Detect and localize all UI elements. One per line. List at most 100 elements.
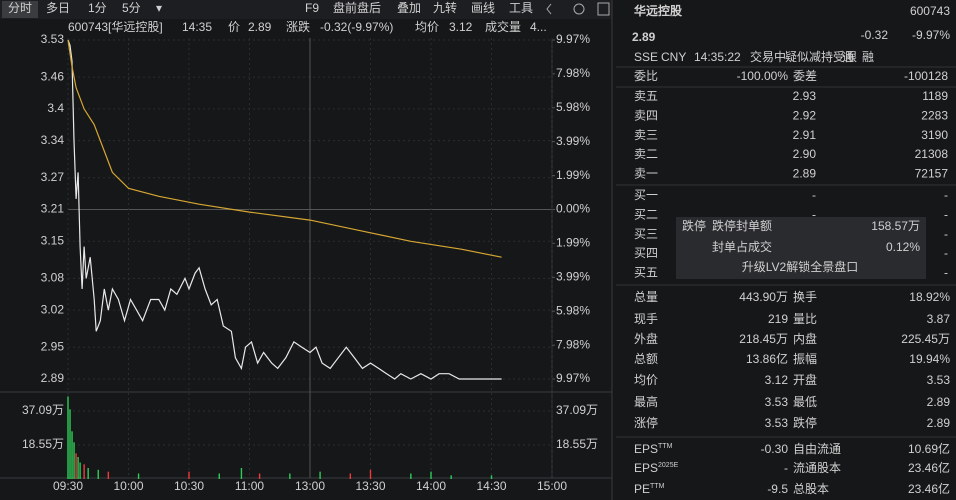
order-volume: - (944, 188, 948, 202)
stat-value: 3.53 (927, 373, 951, 387)
y-tick-label: 3.02 (41, 302, 65, 316)
order-volume: 1189 (922, 89, 948, 103)
order-price: 2.92 (793, 108, 817, 122)
stat-value: 3.12 (765, 373, 789, 387)
info-change: -0.32(-9.97%) (320, 20, 393, 34)
order-price: - (812, 207, 816, 221)
stat-label: 现手 (634, 312, 658, 326)
volume-bar (490, 475, 493, 479)
volume-bar (450, 475, 452, 479)
volume-bar (137, 473, 140, 479)
volume-tick-label: 37.09万 (556, 403, 598, 417)
settings-icon[interactable] (573, 3, 585, 15)
x-tick-label: 14:30 (476, 479, 506, 493)
price-change: -0.32 (861, 28, 889, 42)
meta-tag: SSE (634, 50, 658, 64)
y-tick-label: 2.95 (41, 339, 65, 353)
y2-tick-label: 7.98% (556, 66, 590, 80)
y2-tick-label: 9.97% (556, 371, 590, 385)
info-volume-label: 成交量 (485, 19, 521, 34)
limit-label: 封单占成交 (712, 239, 772, 254)
stock-name: 华远控股 (634, 3, 683, 18)
x-tick-label: 15:00 (537, 479, 567, 493)
collapse-icon[interactable] (546, 3, 552, 15)
info-price: 2.89 (248, 20, 272, 34)
stat-label: 涨停 (634, 415, 658, 430)
limit-tag: 跌停 (682, 218, 706, 233)
avg-price-line (67, 39, 502, 258)
y-tick-label: 2.89 (41, 371, 65, 385)
stat-label: 最高 (634, 394, 658, 409)
volume-bar (87, 467, 89, 479)
export-icon[interactable] (597, 2, 610, 16)
meta-tag: 疑似减持受限 (785, 49, 857, 64)
x-tick-label: 13:30 (355, 479, 385, 493)
limit-box-bg (676, 217, 926, 279)
tab[interactable]: 多日 (46, 1, 70, 15)
volume-bar (97, 469, 99, 479)
fund-value: 23.46亿 (908, 460, 950, 475)
x-tick-label: 13:00 (295, 479, 325, 493)
stat-label: 开盘 (793, 372, 817, 387)
upgrade-link[interactable]: 升级LV2解锁全景盘口 (742, 259, 858, 274)
stat-value: 3.53 (765, 416, 789, 430)
stat-value: 225.45万 (901, 332, 950, 346)
order-price: - (812, 188, 816, 202)
stat-label: 均价 (634, 373, 658, 387)
label: 委比 (634, 69, 658, 83)
volume-bar (71, 431, 73, 479)
info-volume: 4... (530, 20, 547, 34)
y2-tick-label: 5.98% (556, 303, 590, 317)
fund-label-sup: 2025E (658, 462, 679, 469)
volume-bar (319, 471, 321, 479)
tool-button[interactable]: 叠加 (397, 1, 421, 15)
volume-bar (258, 473, 261, 479)
stat-label: 外盘 (634, 331, 658, 346)
fund-label-main: EPS (634, 442, 658, 456)
label: 委差 (793, 69, 817, 83)
volume-tick-label: 18.55万 (556, 437, 598, 451)
order-price: 2.91 (793, 128, 817, 142)
tool-button[interactable]: 盘前盘后 (333, 0, 381, 15)
fund-label: 自由流通 (793, 442, 841, 456)
order-level: 卖四 (634, 108, 658, 122)
stat-label: 量比 (793, 312, 817, 326)
tool-button[interactable]: F9 (305, 1, 319, 15)
x-tick-label: 10:30 (174, 479, 204, 493)
meta-tag: 交易中 (750, 49, 786, 64)
price-line (67, 39, 502, 380)
order-level: 买二 (634, 207, 658, 221)
tab[interactable]: 分时 (8, 1, 32, 15)
tool-button[interactable]: 九转 (433, 0, 457, 15)
info-price-label: 价 (228, 20, 240, 34)
tool-button[interactable]: 工具 (509, 1, 533, 15)
y-tick-label: 3.08 (41, 271, 65, 285)
volume-bar (349, 473, 352, 479)
tool-button[interactable]: 画线 (471, 1, 495, 15)
dropdown-icon[interactable]: ▾ (156, 1, 162, 15)
order-price: 2.89 (793, 166, 817, 180)
stat-value: 2.89 (927, 416, 951, 430)
y-tick-label: 3.21 (41, 202, 65, 216)
toolbar-bg (0, 0, 612, 19)
fund-label: 总股本 (793, 482, 829, 496)
order-volume: - (944, 227, 948, 241)
order-volume: 3190 (921, 128, 948, 142)
volume-bar (240, 467, 243, 479)
y2-tick-label: 3.99% (556, 270, 590, 284)
stat-value: 218.45万 (739, 332, 788, 346)
y-tick-label: 3.53 (41, 32, 65, 46)
fund-label: EPS2025E (634, 461, 679, 475)
volume-bar (430, 471, 432, 479)
fund-value: -0.30 (761, 442, 789, 456)
stat-value: 219 (768, 312, 788, 326)
tab[interactable]: 5分 (122, 1, 141, 15)
x-tick-label: 11:00 (235, 479, 264, 493)
y-tick-label: 3.27 (41, 170, 65, 184)
stat-label: 总量 (634, 290, 658, 304)
volume-bar (188, 471, 190, 479)
order-level: 买四 (634, 246, 658, 260)
tab[interactable]: 1分 (88, 1, 107, 15)
y2-tick-label: 1.99% (556, 168, 590, 182)
